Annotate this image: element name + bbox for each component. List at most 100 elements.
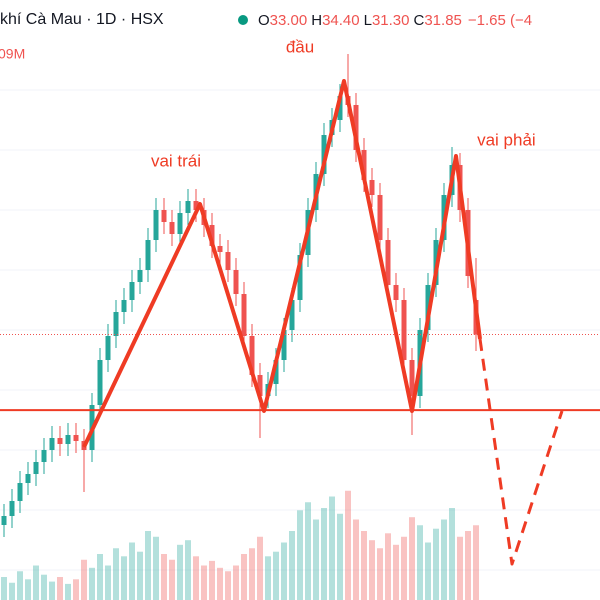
- candle-body: [161, 210, 167, 222]
- candle-body: [249, 336, 255, 375]
- volume-bar: [409, 517, 415, 600]
- candle-body: [137, 270, 143, 282]
- volume-bar: [345, 490, 351, 600]
- volume-bar: [465, 531, 471, 600]
- volume-bar: [337, 513, 343, 600]
- candle-body: [73, 435, 79, 441]
- volume-bar: [113, 548, 119, 600]
- volume-bar: [241, 554, 247, 600]
- candle-body: [217, 246, 223, 252]
- ohlc-value: 31.85: [424, 12, 462, 29]
- volume-bar: [169, 559, 175, 600]
- annotation: đầu: [286, 37, 314, 56]
- candle-body: [97, 360, 103, 405]
- candle-body: [297, 255, 303, 300]
- volume-bar: [9, 582, 15, 600]
- volume-bar: [41, 574, 47, 600]
- projection-line: [478, 338, 564, 566]
- pattern-line: [82, 79, 482, 448]
- candle-body: [33, 462, 39, 474]
- candle-body: [1, 516, 7, 525]
- volume-bar: [425, 542, 431, 600]
- ohlc-value: 34.40: [322, 12, 360, 29]
- volume-bar: [265, 556, 271, 600]
- volume-bar: [153, 536, 159, 600]
- candle-body: [233, 270, 239, 294]
- candle-body: [105, 336, 111, 360]
- candle-body: [169, 222, 175, 234]
- ohlc-value: 33.00: [270, 12, 308, 29]
- candle-body: [193, 201, 199, 210]
- candle-body: [185, 201, 191, 213]
- volume-bar: [305, 502, 311, 600]
- candle-body: [369, 180, 375, 195]
- candle-body: [65, 435, 71, 444]
- volume-bar: [249, 548, 255, 600]
- volume-bar: [25, 579, 31, 600]
- candle-body: [49, 438, 55, 450]
- volume-bar: [57, 577, 63, 600]
- volume-bar: [145, 531, 151, 600]
- volume-bar: [17, 571, 23, 600]
- volume-bar: [121, 556, 127, 600]
- volume-bar: [393, 544, 399, 600]
- candle-body: [337, 96, 343, 120]
- volume-bar: [73, 579, 79, 600]
- ohlc-value: 31.30: [372, 12, 410, 29]
- volume-bar: [49, 581, 55, 600]
- volume-bar: [273, 551, 279, 600]
- volume-bar: [105, 565, 111, 600]
- volume-bar: [449, 508, 455, 600]
- candle-body: [385, 240, 391, 285]
- volume-bar: [385, 533, 391, 600]
- ohlc-key: H: [311, 12, 322, 29]
- volume-bar: [401, 536, 407, 600]
- ohlc-key: L: [364, 12, 372, 29]
- ohlc-key: O: [258, 12, 270, 29]
- volume-bar: [369, 540, 375, 600]
- volume-bar: [289, 531, 295, 600]
- volume-bar: [361, 531, 367, 600]
- volume-bar: [297, 510, 303, 600]
- candle-body: [409, 360, 415, 396]
- volume-bar: [281, 542, 287, 600]
- volume-bar: [473, 525, 479, 600]
- volume-bar: [225, 571, 231, 600]
- volume-bar: [81, 559, 87, 600]
- candle-body: [25, 474, 31, 483]
- volume-bar: [353, 519, 359, 600]
- annotation: vai trái: [151, 151, 201, 170]
- volume-bar: [89, 567, 95, 600]
- candle-body: [241, 294, 247, 336]
- volume-bar: [193, 556, 199, 600]
- volume-label: 09M: [0, 46, 25, 62]
- volume-bar: [209, 560, 215, 600]
- volume-bar: [177, 544, 183, 600]
- candle-body: [273, 360, 279, 384]
- volume-bar: [129, 542, 135, 600]
- candle-body: [209, 225, 215, 246]
- volume-bar: [217, 567, 223, 600]
- symbol: khí Cà Mau · 1D · HSX: [0, 11, 164, 28]
- candle-body: [281, 330, 287, 360]
- volume-bar: [257, 536, 263, 600]
- candle-body: [257, 375, 263, 396]
- volume-bar: [457, 536, 463, 600]
- volume-bar: [441, 519, 447, 600]
- volume-bar: [433, 528, 439, 600]
- volume-bar: [65, 583, 71, 600]
- candle-body: [121, 300, 127, 312]
- candle-body: [321, 135, 327, 174]
- candle-body: [177, 213, 183, 234]
- volume-bar: [233, 565, 239, 600]
- candle-body: [153, 210, 159, 240]
- status-dot: [238, 15, 248, 25]
- candle-body: [17, 483, 23, 501]
- volume-bar: [185, 540, 191, 600]
- candle-body: [57, 438, 63, 444]
- volume-bar: [137, 551, 143, 600]
- candle-body: [377, 195, 383, 240]
- candle-body: [129, 282, 135, 300]
